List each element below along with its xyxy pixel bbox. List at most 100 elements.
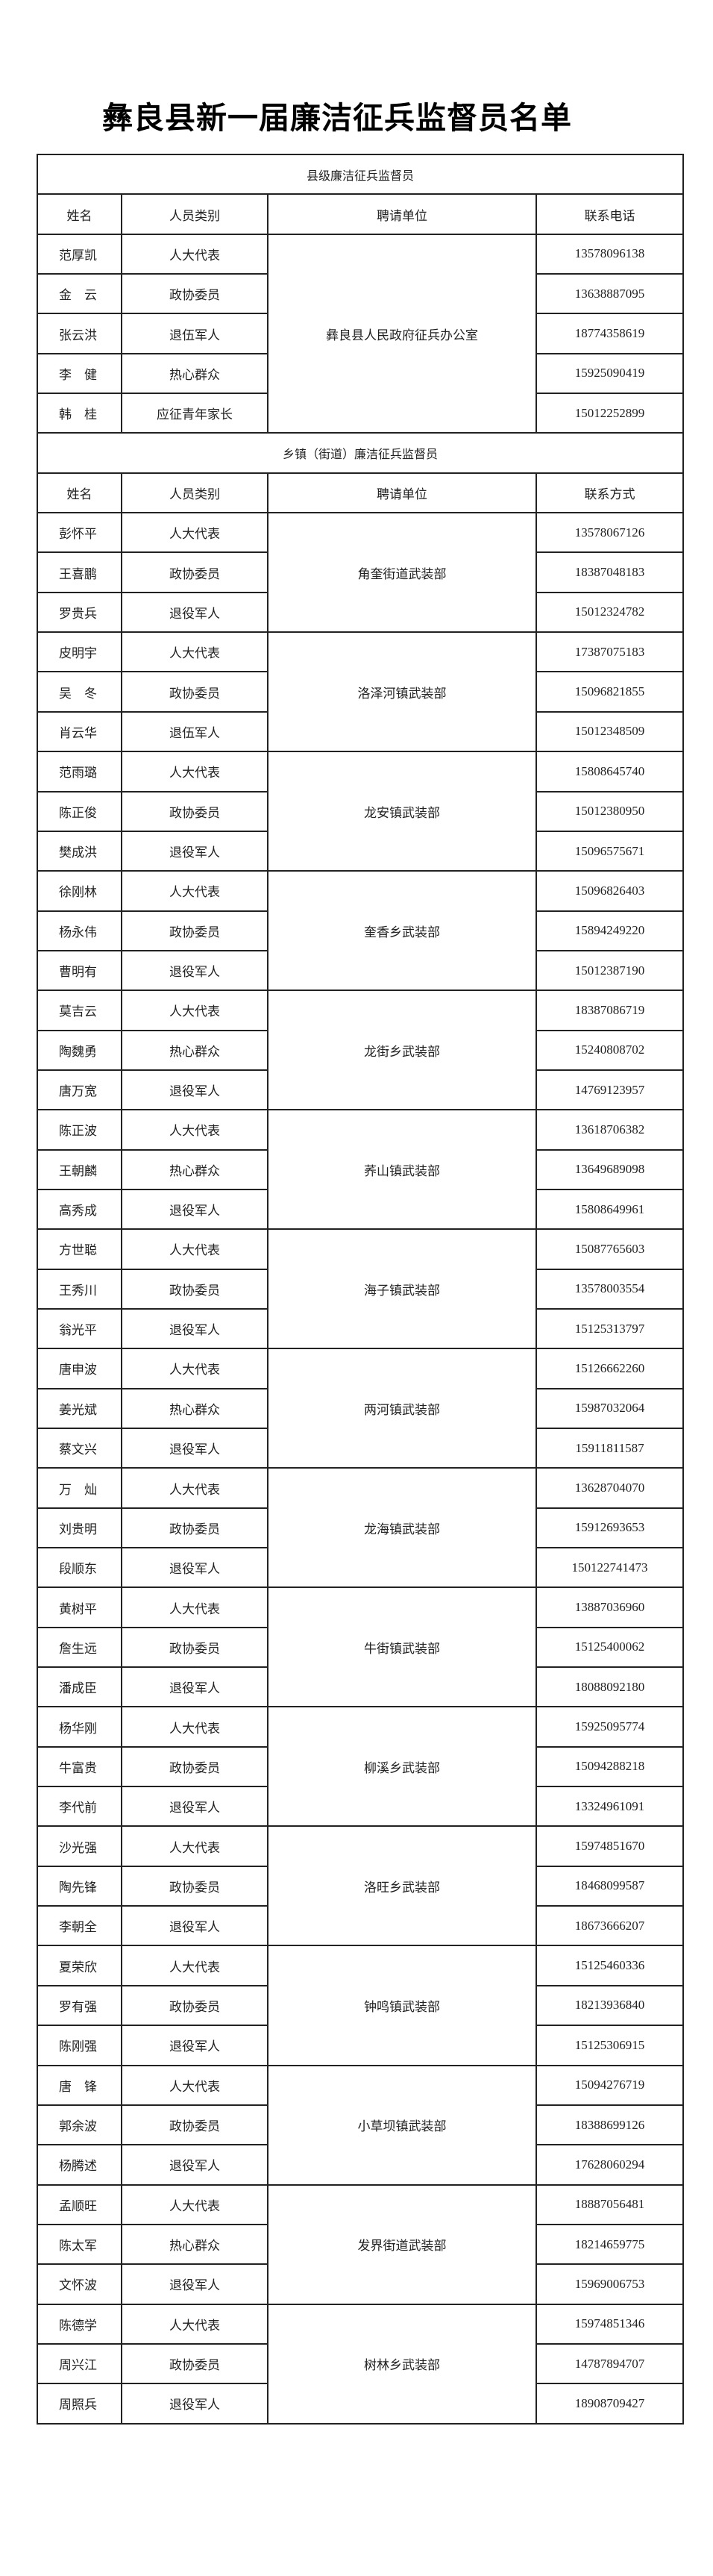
member-phone: 13618706382 — [535, 1109, 685, 1151]
hiring-unit: 两河镇武装部 — [267, 1348, 537, 1469]
table-row: 周兴江 政协委员 14787894707 — [37, 2342, 685, 2385]
member-phone: 15969006753 — [535, 2263, 685, 2305]
table-row: 文怀波 退役军人 15969006753 — [37, 2263, 685, 2305]
member-category: 政协委员 — [121, 910, 268, 951]
member-phone: 18388699126 — [535, 2104, 685, 2146]
table-row: 陶先锋 政协委员 18468099587 — [37, 1865, 685, 1907]
member-category: 政协委员 — [121, 790, 268, 832]
member-category: 政协委员 — [121, 1745, 268, 1788]
hiring-unit: 荞山镇武装部 — [267, 1109, 537, 1231]
member-category: 人大代表 — [121, 512, 268, 554]
member-phone: 18387048183 — [535, 551, 685, 593]
member-name: 姜光斌 — [37, 1387, 122, 1430]
member-name: 夏荣欣 — [37, 1945, 122, 1986]
member-name: 唐 锋 — [37, 2064, 122, 2106]
member-category: 政协委员 — [121, 1507, 268, 1549]
member-category: 热心群众 — [121, 1148, 268, 1190]
hiring-unit: 钟鸣镇武装部 — [267, 1945, 537, 2066]
member-phone: 18774358619 — [535, 313, 685, 354]
table-row: 万 灿人大代表 龙海镇武装部 13628704070 — [37, 1467, 685, 1589]
member-category: 退役军人 — [121, 2144, 268, 2186]
table-row: 曹明有 退役军人 15012387190 — [37, 949, 685, 992]
member-category: 人大代表 — [121, 1945, 268, 1986]
member-category: 退役军人 — [121, 1188, 268, 1231]
member-phone: 15808649961 — [535, 1188, 685, 1231]
member-phone: 15925090419 — [535, 352, 685, 395]
member-phone: 15240808702 — [535, 1029, 685, 1071]
table-row: 詹生远 政协委员 15125400062 — [37, 1626, 685, 1669]
table-row: 陶魏勇 热心群众 15240808702 — [37, 1029, 685, 1071]
hiring-unit: 彝良县人民政府征兵办公室 — [267, 233, 537, 434]
member-category: 人大代表 — [121, 631, 268, 673]
member-phone: 15125313797 — [535, 1307, 685, 1350]
member-phone: 15125400062 — [535, 1626, 685, 1669]
member-category: 退役军人 — [121, 1427, 268, 1469]
table-row: 李代前 退役军人 13324961091 — [37, 1786, 685, 1828]
member-category: 人大代表 — [121, 1228, 268, 1270]
member-phone: 17387075183 — [535, 631, 685, 673]
member-name: 陈德学 — [37, 2303, 122, 2345]
member-phone: 18468099587 — [535, 1865, 685, 1907]
member-category: 人大代表 — [121, 1109, 268, 1151]
member-phone: 15974851670 — [535, 1825, 685, 1867]
member-name: 杨华刚 — [37, 1706, 122, 1748]
member-phone: 13578003554 — [535, 1268, 685, 1310]
member-name: 翁光平 — [37, 1307, 122, 1350]
member-phone: 18887056481 — [535, 2183, 685, 2225]
table-row: 李朝全 退役军人 18673666207 — [37, 1905, 685, 1947]
member-phone: 13578096138 — [535, 233, 685, 275]
table-row: 范雨璐 人大代表 龙安镇武装部 15808645740 — [37, 751, 685, 872]
hiring-unit: 龙街乡武装部 — [267, 990, 537, 1111]
table-row: 陈刚强 退役军人 15125306915 — [37, 2025, 685, 2066]
member-name: 方世聪 — [37, 1228, 122, 1270]
member-phone: 15808645740 — [535, 751, 685, 793]
member-name: 段顺东 — [37, 1547, 122, 1589]
member-category: 政协委员 — [121, 1865, 268, 1907]
member-phone: 18213936840 — [535, 1984, 685, 2027]
column-header-name: 姓名 — [37, 193, 122, 235]
hiring-unit: 海子镇武装部 — [267, 1228, 537, 1350]
member-category: 退役军人 — [121, 1307, 268, 1350]
member-name: 陶魏勇 — [37, 1029, 122, 1071]
member-category: 退伍军人 — [121, 710, 268, 753]
member-category: 人大代表 — [121, 1706, 268, 1748]
member-category: 人大代表 — [121, 2183, 268, 2225]
table-row: 皮明宇 人大代表 洛泽河镇武装部 17387075183 — [37, 631, 685, 753]
table-row: 李 健热心群众 15925090419 — [37, 352, 685, 395]
table-row: 吴 冬政协委员 15096821855 — [37, 671, 685, 713]
member-category: 热心群众 — [121, 1387, 268, 1430]
member-name: 樊成洪 — [37, 830, 122, 872]
member-name: 陈刚强 — [37, 2025, 122, 2066]
member-category: 人大代表 — [121, 2064, 268, 2106]
member-category: 热心群众 — [121, 1029, 268, 1071]
table-row: 徐刚林 人大代表 奎香乡武装部 15096826403 — [37, 870, 685, 992]
member-name: 郭余波 — [37, 2104, 122, 2146]
member-name: 唐万宽 — [37, 1069, 122, 1111]
column-header-category: 人员类别 — [121, 472, 268, 514]
table-row: 肖云华 退伍军人 15012348509 — [37, 710, 685, 753]
table-row: 王秀川 政协委员 13578003554 — [37, 1268, 685, 1310]
table-row: 唐万宽 退役军人 14769123957 — [37, 1069, 685, 1111]
member-phone: 14787894707 — [535, 2342, 685, 2385]
table-row: 王喜鹏 政协委员 18387048183 — [37, 551, 685, 593]
member-phone: 15096575671 — [535, 830, 685, 872]
member-phone: 13649689098 — [535, 1148, 685, 1190]
column-header-name: 姓名 — [37, 472, 122, 514]
member-phone: 15912693653 — [535, 1507, 685, 1549]
table-row: 陈德学 人大代表 树林乡武装部 15974851346 — [37, 2303, 685, 2425]
table-row: 黄树平 人大代表 牛街镇武装部 13887036960 — [37, 1586, 685, 1708]
table-row: 唐 锋人大代表 小草坝镇武装部 15094276719 — [37, 2064, 685, 2186]
member-category: 人大代表 — [121, 2303, 268, 2345]
member-category: 退役军人 — [121, 1905, 268, 1947]
page-title: 彝良县新一届廉洁征兵监督员名单 — [102, 100, 572, 136]
hiring-unit: 洛泽河镇武装部 — [267, 631, 537, 753]
member-phone: 15094276719 — [535, 2064, 685, 2106]
table-row: 夏荣欣 人大代表 钟鸣镇武装部 15125460336 — [37, 1945, 685, 2066]
member-name: 黄树平 — [37, 1586, 122, 1628]
hiring-unit: 牛街镇武装部 — [267, 1586, 537, 1708]
column-header-phone: 联系电话 — [535, 193, 685, 235]
member-category: 热心群众 — [121, 2223, 268, 2266]
member-name: 徐刚林 — [37, 870, 122, 912]
member-name: 唐申波 — [37, 1348, 122, 1389]
column-header-phone: 联系方式 — [535, 472, 685, 514]
